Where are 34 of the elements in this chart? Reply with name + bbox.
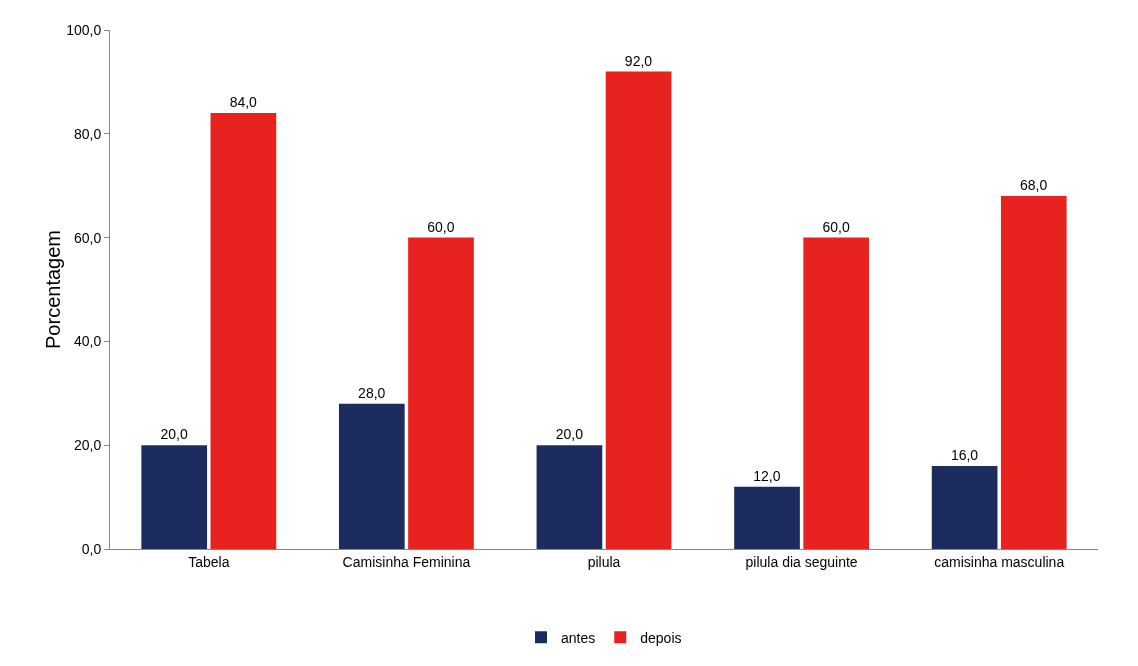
bar: [1000, 196, 1067, 549]
data-label: 84,0: [229, 94, 258, 111]
legend-label: depois: [640, 629, 682, 646]
bar: [931, 465, 998, 549]
data-label: 92,0: [624, 52, 653, 69]
data-label: 12,0: [753, 467, 781, 484]
y-tick-label: 20,0: [73, 437, 102, 454]
data-label: 60,0: [822, 218, 850, 235]
x-tick-label: Camisinha Feminina: [342, 553, 471, 570]
bar: [408, 237, 474, 549]
bar: [605, 71, 672, 549]
y-tick-label: 100,0: [66, 21, 102, 38]
x-tick-label: pilula: [587, 553, 621, 570]
data-label: 68,0: [1020, 177, 1048, 194]
y-tick-label: 40,0: [73, 333, 102, 350]
data-label: 20,0: [160, 426, 188, 443]
y-tick-label: 80,0: [73, 125, 102, 142]
legend-label: antes: [561, 629, 596, 646]
bar: [210, 113, 277, 549]
data-label: 28,0: [358, 384, 386, 401]
y-tick-label: 60,0: [73, 229, 102, 246]
y-axis-title: Porcentagem: [42, 230, 64, 349]
y-tick-label: 0,0: [81, 540, 102, 557]
bar: [338, 403, 405, 549]
data-label: 16,0: [950, 446, 979, 463]
x-tick-label: pilula dia seguinte: [745, 553, 858, 570]
x-tick-label: camisinha masculina: [934, 553, 1065, 570]
bar: [734, 486, 800, 549]
bar: [141, 445, 208, 549]
data-label: 20,0: [555, 426, 584, 443]
data-label: 60,0: [427, 218, 455, 235]
bar: [803, 237, 870, 549]
x-tick-label: Tabela: [188, 553, 230, 570]
bar: [536, 445, 603, 549]
